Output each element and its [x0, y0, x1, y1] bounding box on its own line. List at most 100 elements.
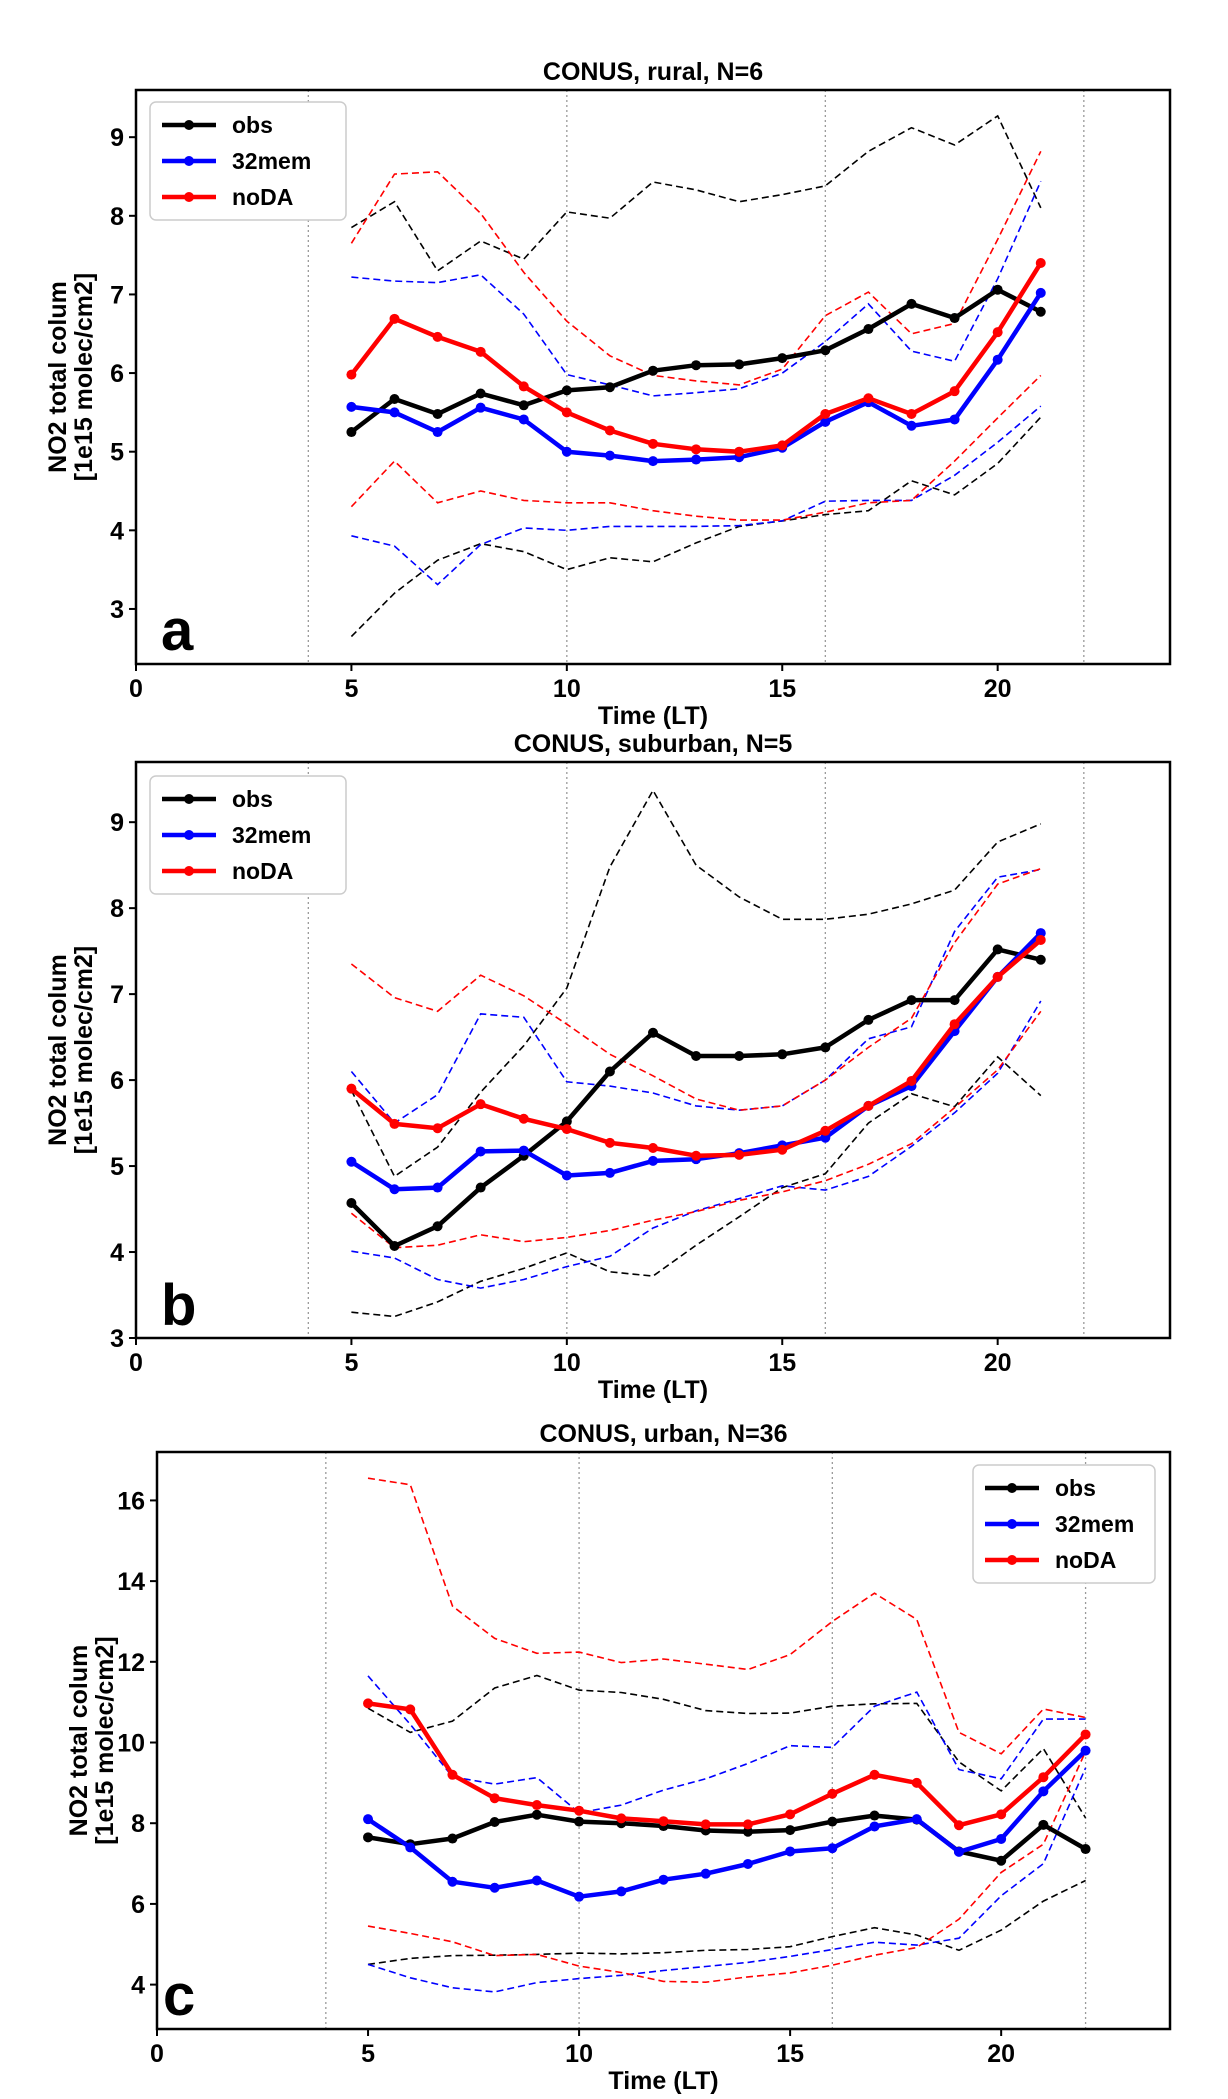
series-obs-point [820, 1042, 831, 1053]
y-tick-label: 8 [110, 203, 124, 231]
series-32mem-point [389, 407, 400, 418]
series-32mem-point [827, 1843, 838, 1854]
legend-box [972, 1464, 1156, 1584]
series-noDA-point [996, 1809, 1007, 1820]
series-obs-point [561, 385, 572, 396]
series-noDA-point [447, 1769, 458, 1780]
series-32mem-point [405, 1842, 416, 1853]
legend-marker-32mem [184, 156, 194, 166]
chart-panel-b: CONUS, suburban, N=5 0 5 10 15 20 3 4 5 6 7 8 9 Time … [44, 730, 1172, 1404]
legend-box [149, 101, 347, 221]
series-32mem-point [1080, 1745, 1091, 1756]
y-axis-label-units: [1e15 molec/cm2] [70, 273, 98, 481]
series-32mem-point [869, 1821, 880, 1832]
series-obs-point [992, 944, 1003, 955]
series-noDA-point [992, 327, 1003, 338]
series-noDA-point [561, 1124, 572, 1135]
x-tick-label: 20 [987, 2040, 1015, 2068]
series-noDA-point [432, 1123, 443, 1134]
y-tick-label: 16 [117, 1487, 145, 1515]
series-noDA-line [367, 1701, 1088, 1828]
series-obs-point [574, 1816, 585, 1827]
series-noDA-point [992, 971, 1003, 982]
series-noDA-point [777, 1144, 788, 1155]
series-32mem-lower-line [351, 405, 1042, 586]
legend-marker-noDA [1007, 1555, 1017, 1565]
series-32mem-point [1038, 1786, 1049, 1797]
series-obs-point [820, 345, 831, 356]
series-32mem-point [346, 1156, 357, 1167]
series-noDA-point [616, 1813, 627, 1824]
x-tick-label: 15 [768, 675, 796, 703]
x-tick-label: 0 [150, 2040, 164, 2068]
series-noDA-point [518, 381, 529, 392]
series-obs-point [949, 995, 960, 1006]
series-32mem-point [475, 402, 486, 413]
series-noDA-point [953, 1820, 964, 1831]
x-tick-label: 20 [984, 1349, 1012, 1377]
series-obs-point [863, 324, 874, 335]
y-tick-label: 8 [131, 1810, 145, 1838]
series-32mem-point [785, 1846, 796, 1857]
series-obs-point [648, 365, 658, 376]
x-tick-label: 5 [344, 1349, 358, 1377]
series-obs-point [1035, 954, 1046, 965]
series-32mem-point [658, 1874, 669, 1885]
x-axis-label: Time (LT) [598, 702, 708, 730]
series-obs-point [949, 313, 960, 324]
series-32mem-point [574, 1891, 585, 1902]
series-noDA-point [346, 369, 357, 380]
y-tick-label: 3 [110, 596, 124, 624]
series-obs-point [447, 1833, 458, 1844]
chart-title: CONUS, suburban, N=5 [514, 730, 793, 758]
y-axis-label-units: [1e15 molec/cm2] [91, 1636, 119, 1844]
series-obs-point [1035, 306, 1046, 317]
series-32mem-point [648, 456, 658, 467]
y-tick-label: 8 [110, 895, 124, 923]
series-noDA-point [648, 438, 658, 449]
series-noDA-point [489, 1793, 500, 1804]
series-noDA-point [574, 1805, 585, 1816]
series-obs-point [691, 360, 702, 371]
series-noDA-point [604, 1137, 615, 1148]
series-noDA-point [820, 1125, 831, 1136]
series-obs-point [363, 1832, 374, 1843]
series-noDA-point [1080, 1729, 1091, 1740]
legend: obs 32mem noDA [972, 1464, 1156, 1584]
series-obs-point [863, 1014, 874, 1025]
x-tick-label: 15 [768, 1349, 796, 1377]
chart-title: CONUS, urban, N=36 [540, 1420, 788, 1448]
series-noDA-upper-line [350, 150, 1042, 386]
series-obs-point [869, 1810, 880, 1821]
series-noDA-point [648, 1143, 658, 1154]
chart-panel-c: CONUS, urban, N=36 0 5 10 15 20 4 6 8 10 12 14 16 Tim… [65, 1420, 1172, 2095]
series-32mem-point [1035, 287, 1046, 298]
series-noDA-point [911, 1777, 922, 1788]
series-32mem-point [561, 1170, 572, 1181]
series-32mem-point [911, 1814, 922, 1825]
series-32mem-point [346, 401, 357, 412]
y-tick-label: 6 [110, 360, 124, 388]
series-obs-point [389, 394, 400, 405]
series-noDA-point [1035, 934, 1046, 945]
legend-label-noDA: noDA [232, 184, 293, 210]
legend-label-obs: obs [1055, 1475, 1096, 1501]
series-32mem-point [700, 1868, 711, 1879]
series-32mem-point [949, 414, 960, 425]
legend-marker-obs [184, 120, 194, 130]
series-obs-point [389, 1241, 400, 1252]
x-tick-label: 10 [553, 1349, 581, 1377]
series-32mem-upper-line [367, 1675, 1086, 1814]
y-tick-label: 7 [110, 281, 124, 309]
y-tick-label: 5 [110, 1153, 124, 1181]
series-noDA-point [906, 1075, 917, 1086]
legend-marker-32mem [184, 830, 194, 840]
series-noDA-point [475, 1099, 486, 1110]
series-obs-point [785, 1825, 796, 1836]
series-noDA-point [863, 393, 874, 404]
x-axis-label: Time (LT) [598, 1376, 708, 1404]
series-noDA-point [363, 1698, 374, 1709]
series-obs-point [346, 427, 357, 438]
legend-label-obs: obs [232, 112, 273, 138]
